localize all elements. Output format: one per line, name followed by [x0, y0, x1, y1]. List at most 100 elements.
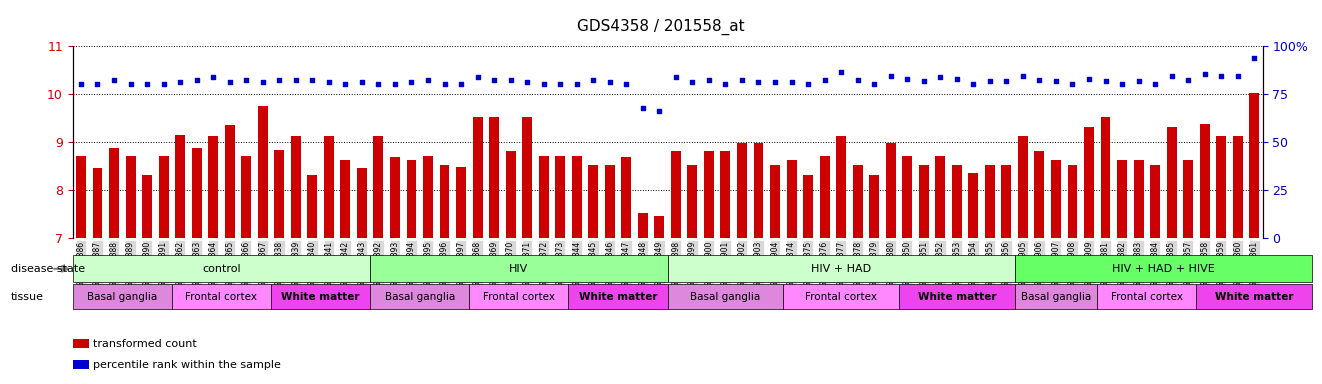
Bar [77, 156, 86, 238]
Bar [720, 151, 731, 238]
Point [896, 76, 917, 82]
Point [929, 74, 951, 80]
Bar [968, 173, 978, 238]
Bar [439, 165, 449, 238]
Bar [1002, 165, 1011, 238]
Bar [836, 136, 846, 238]
Bar [754, 143, 764, 238]
Text: Frontal cortex: Frontal cortex [185, 291, 258, 302]
Point [352, 79, 373, 85]
Point [682, 79, 703, 85]
Point [401, 79, 422, 85]
Text: Basal ganglia: Basal ganglia [385, 291, 455, 302]
Point [914, 78, 935, 84]
Bar [1166, 127, 1177, 238]
Bar [1150, 165, 1161, 238]
Point [781, 79, 802, 85]
Bar [539, 156, 549, 238]
Bar [936, 156, 945, 238]
Point [566, 81, 587, 88]
Point [847, 76, 869, 83]
Bar [853, 165, 863, 238]
Bar [670, 151, 681, 238]
Bar [1134, 161, 1144, 238]
Bar [423, 156, 434, 238]
Point [120, 81, 141, 88]
Bar [654, 217, 665, 238]
Bar [919, 165, 928, 238]
Bar [108, 148, 119, 238]
Point [880, 73, 902, 79]
Point [962, 81, 984, 87]
Point [715, 81, 736, 88]
Text: White matter: White matter [282, 291, 360, 302]
Point [517, 79, 538, 85]
Bar [1018, 136, 1029, 238]
Text: White matter: White matter [1215, 291, 1293, 302]
Point [649, 108, 670, 114]
Point [319, 79, 340, 85]
Bar [241, 156, 251, 238]
Bar [175, 135, 185, 238]
Text: HIV: HIV [509, 264, 529, 274]
Text: control: control [202, 264, 241, 274]
Text: HIV + HAD: HIV + HAD [812, 264, 871, 274]
Bar [1216, 136, 1227, 238]
Bar [390, 157, 401, 238]
Bar [357, 167, 366, 238]
Text: GDS4358 / 201558_at: GDS4358 / 201558_at [578, 19, 744, 35]
Bar [522, 117, 531, 238]
Bar [621, 157, 632, 238]
Point [368, 81, 389, 88]
Point [103, 76, 124, 83]
Point [467, 74, 488, 80]
Bar [1117, 161, 1128, 238]
Point [1211, 73, 1232, 79]
Point [748, 79, 769, 85]
Point [1244, 55, 1265, 61]
Bar [555, 156, 566, 238]
Bar [192, 148, 201, 238]
Point [995, 78, 1017, 84]
Point [550, 81, 571, 88]
Point [1227, 73, 1248, 79]
Text: HIV + HAD + HIVE: HIV + HAD + HIVE [1112, 264, 1215, 274]
Bar [902, 156, 912, 238]
Point [1046, 78, 1067, 84]
Bar [1183, 161, 1194, 238]
Point [947, 76, 968, 82]
Bar [340, 161, 350, 238]
Bar [1233, 136, 1243, 238]
Bar [870, 175, 879, 238]
Bar [93, 168, 103, 238]
Bar [769, 165, 780, 238]
Text: transformed count: transformed count [93, 339, 196, 349]
Text: Basal ganglia: Basal ganglia [690, 291, 760, 302]
Bar [738, 143, 747, 238]
Point [484, 76, 505, 83]
Bar [820, 156, 830, 238]
Point [268, 76, 290, 83]
Point [500, 76, 521, 83]
Bar [687, 165, 698, 238]
Point [153, 81, 175, 88]
Bar [208, 136, 218, 238]
Bar [571, 156, 582, 238]
Point [87, 81, 108, 88]
Point [418, 76, 439, 83]
Point [286, 76, 307, 83]
Text: Frontal cortex: Frontal cortex [805, 291, 876, 302]
Point [385, 81, 406, 87]
Bar [1100, 117, 1110, 238]
Point [980, 78, 1001, 84]
Point [533, 81, 554, 87]
Text: Basal ganglia: Basal ganglia [1021, 291, 1091, 302]
Bar [324, 136, 333, 238]
Text: Frontal cortex: Frontal cortex [483, 291, 555, 302]
Bar [1249, 93, 1259, 238]
Bar [639, 213, 648, 238]
Point [1013, 73, 1034, 79]
Point [1128, 78, 1149, 84]
Point [583, 76, 604, 83]
Point [253, 79, 274, 85]
